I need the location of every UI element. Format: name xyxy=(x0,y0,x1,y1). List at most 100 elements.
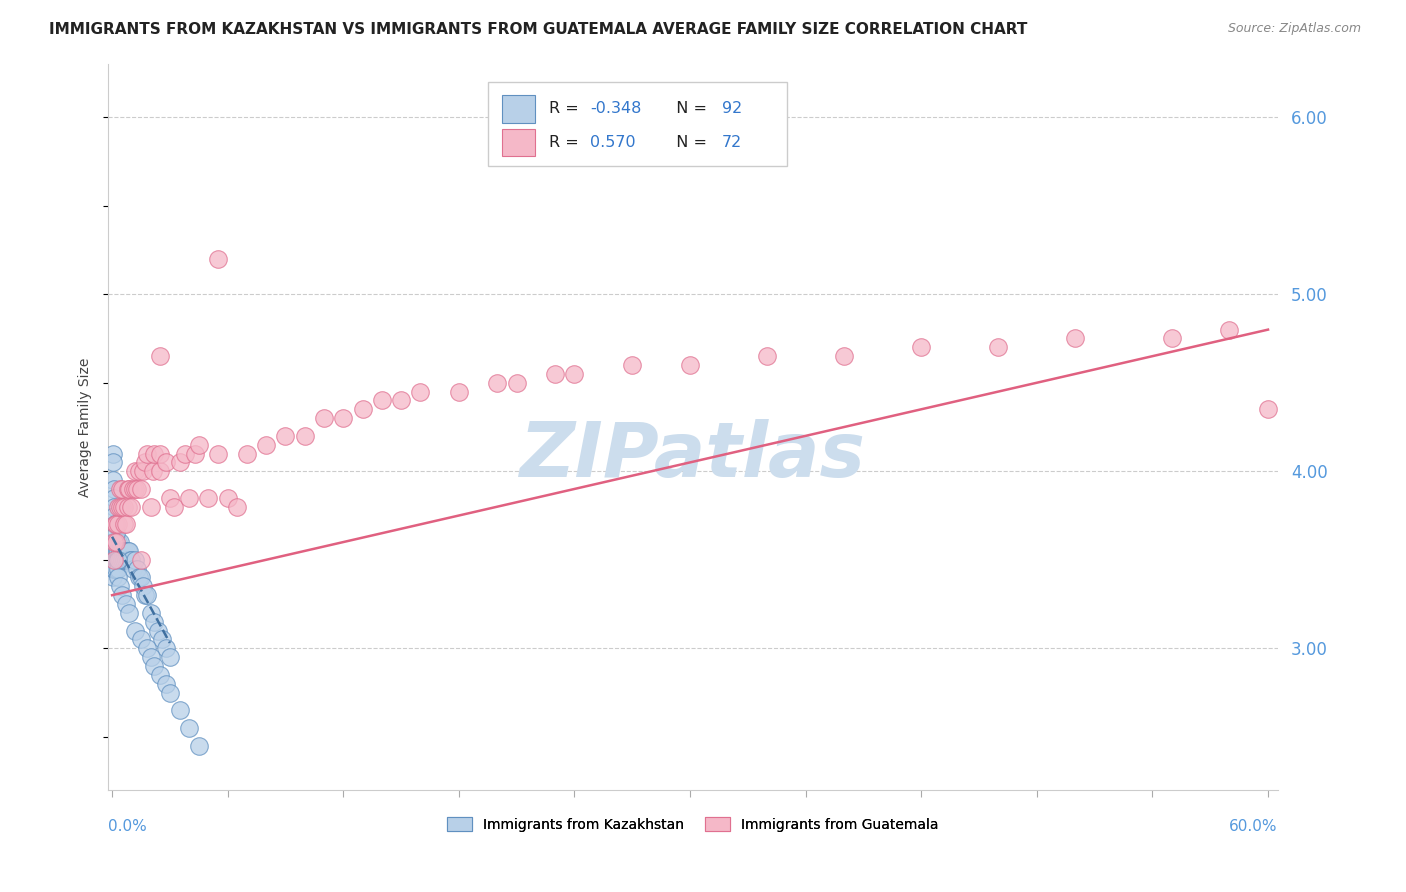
FancyBboxPatch shape xyxy=(502,128,536,156)
Point xyxy=(103,544,125,558)
Point xyxy=(128,570,150,584)
Point xyxy=(103,544,125,558)
Point xyxy=(128,464,150,478)
Point xyxy=(174,446,197,460)
Point xyxy=(107,570,129,584)
Point xyxy=(197,491,219,505)
Point xyxy=(143,446,166,460)
Point xyxy=(114,597,136,611)
Point xyxy=(104,526,127,541)
Point xyxy=(111,553,134,567)
Point xyxy=(294,429,316,443)
Point xyxy=(207,446,229,460)
Point xyxy=(118,544,141,558)
Point xyxy=(486,376,509,390)
Point xyxy=(987,340,1010,354)
Point xyxy=(120,500,142,514)
Point xyxy=(179,491,201,505)
Point xyxy=(139,650,162,665)
Point xyxy=(103,535,125,549)
Point xyxy=(103,544,125,558)
Point xyxy=(101,544,124,558)
Point xyxy=(101,570,124,584)
Point xyxy=(105,553,128,567)
Point xyxy=(159,491,181,505)
Point xyxy=(143,615,166,629)
Point xyxy=(139,606,162,620)
Text: R =: R = xyxy=(550,135,589,150)
Point xyxy=(112,553,135,567)
Point xyxy=(505,376,527,390)
Point xyxy=(124,464,146,478)
Point xyxy=(155,455,177,469)
Point xyxy=(217,491,239,505)
Point xyxy=(236,446,259,460)
Point xyxy=(104,535,127,549)
Point xyxy=(149,464,172,478)
Point xyxy=(122,482,145,496)
Point xyxy=(149,446,172,460)
Point xyxy=(107,553,129,567)
Point xyxy=(155,641,177,656)
Point xyxy=(103,561,125,575)
Point xyxy=(352,402,374,417)
Text: 0.570: 0.570 xyxy=(591,135,636,150)
Point xyxy=(155,676,177,690)
Point xyxy=(103,500,125,514)
Point xyxy=(135,446,157,460)
Point xyxy=(1160,331,1182,345)
Point xyxy=(132,579,155,593)
Point xyxy=(120,553,142,567)
Text: N =: N = xyxy=(666,135,713,150)
Point xyxy=(101,561,124,575)
Point xyxy=(120,553,142,567)
Point xyxy=(679,358,702,372)
Point xyxy=(108,535,131,549)
Text: 92: 92 xyxy=(723,102,742,117)
Text: -0.348: -0.348 xyxy=(591,102,641,117)
Point xyxy=(621,358,644,372)
Point xyxy=(187,438,209,452)
Point xyxy=(104,561,127,575)
Point xyxy=(108,500,131,514)
Point xyxy=(129,553,152,567)
Point xyxy=(132,464,155,478)
Point xyxy=(111,588,134,602)
Point xyxy=(118,606,141,620)
Point xyxy=(187,739,209,753)
Point xyxy=(104,535,127,549)
Point xyxy=(107,500,129,514)
Point xyxy=(207,252,229,266)
Text: 72: 72 xyxy=(723,135,742,150)
Point xyxy=(104,517,127,532)
Point xyxy=(127,561,149,575)
Point xyxy=(274,429,297,443)
Point xyxy=(104,553,127,567)
Point xyxy=(226,500,249,514)
Point xyxy=(104,535,127,549)
Point xyxy=(159,650,181,665)
Point xyxy=(148,624,170,638)
Point xyxy=(332,411,354,425)
Text: ZIPatlas: ZIPatlas xyxy=(520,419,866,493)
Point xyxy=(103,553,125,567)
Point xyxy=(103,544,125,558)
Point xyxy=(104,544,127,558)
Point xyxy=(101,553,124,567)
Point xyxy=(149,668,172,682)
Point xyxy=(103,535,125,549)
Point xyxy=(143,659,166,673)
FancyBboxPatch shape xyxy=(488,82,786,166)
Point xyxy=(118,482,141,496)
Point xyxy=(389,393,412,408)
Point xyxy=(107,535,129,549)
Point xyxy=(103,561,125,575)
Point xyxy=(104,553,127,567)
Point xyxy=(105,544,128,558)
Point xyxy=(112,517,135,532)
Point xyxy=(101,535,124,549)
Point xyxy=(150,632,173,647)
Point xyxy=(1064,331,1087,345)
Text: 0.0%: 0.0% xyxy=(108,819,148,834)
Point xyxy=(1218,323,1240,337)
